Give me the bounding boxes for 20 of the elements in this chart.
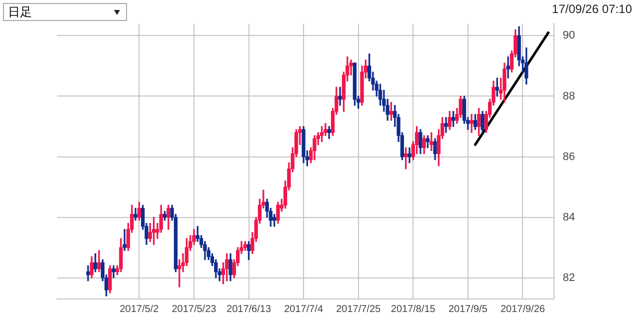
candlestick	[122, 229, 126, 251]
x-tick-label: 2017/9/26	[500, 304, 546, 315]
candlestick	[408, 147, 412, 164]
y-tick-label: 88	[562, 90, 576, 102]
x-tick-label: 2017/7/25	[336, 304, 382, 315]
candlestick	[470, 114, 474, 133]
y-tick-label: 82	[562, 272, 576, 284]
text: 17/09/26 07:10	[552, 2, 632, 16]
candlestick	[444, 117, 448, 133]
y-tick-label: 86	[562, 150, 576, 163]
x-tick-label: 2017/6/13	[226, 304, 272, 315]
x-tick-label: 2017/8/15	[390, 304, 436, 315]
y-tick-label: 84	[562, 211, 576, 224]
x-tick-label: 2017/9/5	[448, 304, 488, 315]
x-tick-label: 2017/5/23	[172, 304, 217, 315]
candlestick	[86, 265, 90, 282]
y-tick-label: 90	[562, 30, 576, 42]
select-box: 日足	[3, 3, 127, 21]
x-tick-label: 2017/7/4	[284, 304, 324, 315]
x-tick-label: 2017/5/2	[120, 304, 160, 315]
